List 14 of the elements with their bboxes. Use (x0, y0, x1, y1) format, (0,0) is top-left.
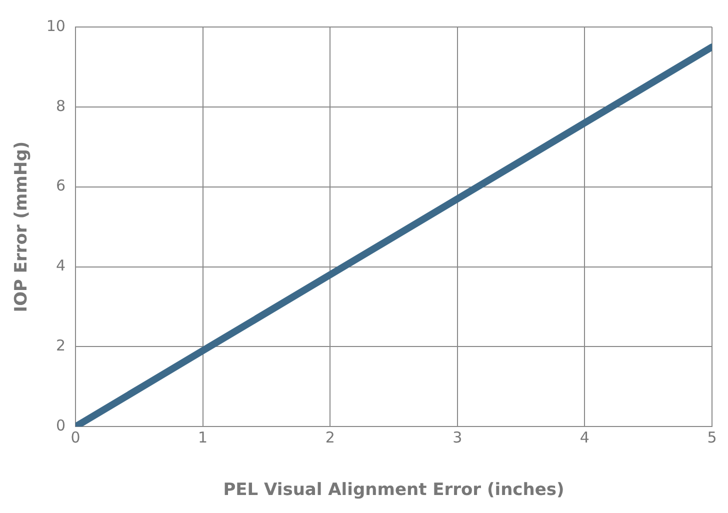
x-axis-title: PEL Visual Alignment Error (inches) (223, 480, 564, 500)
y-tick-label: 0 (56, 416, 66, 434)
x-tick-label: 0 (70, 428, 80, 446)
x-tick-label: 1 (198, 428, 208, 446)
y-tick-label: 8 (56, 96, 66, 115)
y-tick-label: 2 (56, 336, 66, 355)
x-tick-label: 2 (325, 428, 335, 446)
y-tick-label: 6 (56, 176, 66, 195)
y-axis-title: IOP Error (mmHg) (12, 141, 32, 312)
y-tick-label: 10 (46, 16, 66, 35)
x-tick-label: 4 (580, 428, 590, 446)
x-tick-label: 5 (707, 428, 717, 446)
x-tick-label: 3 (452, 428, 462, 446)
y-tick-label: 4 (56, 256, 66, 275)
